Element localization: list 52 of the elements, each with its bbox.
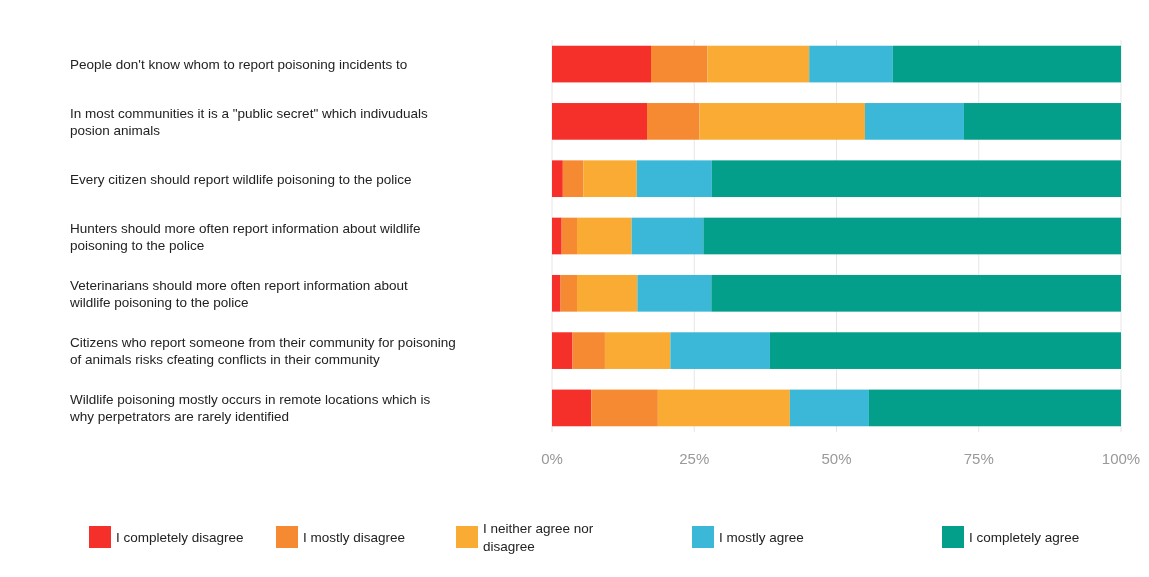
bar [552, 217, 562, 255]
bar [552, 274, 561, 312]
bar [562, 160, 584, 198]
y-tick-label: Wildlife poisoning mostly occurs in remote locations which is why perpetrators are rarely identified [69, 392, 431, 425]
bar [631, 217, 704, 255]
y-tick-label: Every citizen should report wildlife poisoning to the police [70, 171, 412, 187]
bar [651, 45, 708, 83]
bar [560, 274, 578, 312]
y-tick-label: Hunters should more often report information about wildlife poisoning to the police [70, 220, 421, 253]
x-tick-label: 100% [1101, 450, 1141, 467]
legend-label: I neither agree nor disagree [483, 521, 594, 554]
bar [789, 389, 869, 427]
bar [864, 103, 964, 140]
bar [604, 332, 671, 369]
x-tick-label: 25% [679, 450, 710, 467]
bar [699, 103, 865, 140]
bar [892, 45, 1121, 83]
x-tick-label: 75% [963, 450, 994, 467]
bar [577, 274, 638, 312]
bar [963, 103, 1121, 140]
bar [647, 103, 700, 140]
bar [577, 217, 632, 255]
legend-label: I mostly agree [719, 530, 804, 545]
bar [636, 160, 712, 198]
y-tick-label: Veterinarians should more often report information about wildlife poisoning to the police [69, 277, 408, 310]
y-tick-label: In most communities it is a "public secret" which indivuduals posion animals [70, 105, 428, 138]
legend-label: I mostly disagree [303, 530, 406, 545]
bar [552, 389, 592, 427]
bar [572, 332, 605, 369]
bar [868, 389, 1121, 427]
bar [657, 389, 790, 427]
x-tick-label: 0% [541, 450, 563, 467]
legend-label: I completely disagree [116, 530, 244, 545]
bar [670, 332, 770, 369]
bar [552, 103, 648, 140]
bar [637, 274, 712, 312]
bar [707, 45, 810, 83]
bar [703, 217, 1121, 255]
y-tick-label: People don't know whom to report poisoning incidents to [70, 57, 408, 73]
bar [561, 217, 578, 255]
bar [769, 332, 1121, 369]
legend-label: I completely agree [969, 530, 1080, 545]
bar [809, 45, 893, 83]
bar [552, 332, 573, 369]
bar [552, 45, 652, 83]
y-tick-label: Citizens who report someone from their community for poisoning of animals risks cfeating conflicts in their community [70, 335, 456, 368]
bar [552, 160, 563, 198]
bar [583, 160, 637, 198]
bar [591, 389, 658, 427]
bar [711, 274, 1121, 312]
bar [711, 160, 1121, 198]
x-tick-label: 50% [821, 450, 852, 467]
